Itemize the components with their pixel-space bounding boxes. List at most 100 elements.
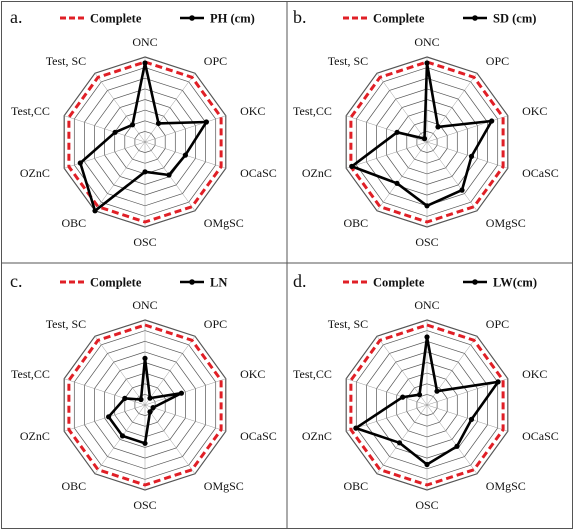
grid-spoke — [376, 73, 428, 143]
data-point — [166, 172, 172, 178]
axis-label: OMgSC — [486, 216, 526, 230]
legend: Complete LN — [60, 276, 227, 290]
grid-spoke — [426, 73, 478, 143]
data-point — [112, 129, 118, 135]
axis-label: Test, SC — [46, 54, 87, 68]
data-point — [424, 334, 430, 340]
legend-label: Complete — [90, 276, 142, 290]
data-point — [424, 60, 430, 66]
axis-label: Test, SC — [328, 54, 369, 68]
data-point — [203, 119, 209, 125]
grid-spoke — [346, 115, 428, 143]
legend-label: Complete — [373, 12, 425, 26]
data-point — [106, 414, 112, 420]
data-point — [421, 136, 428, 142]
legend-marker — [189, 15, 195, 21]
grid-spoke — [64, 115, 146, 143]
data-point — [495, 379, 501, 385]
axis-label: OCaSC — [522, 429, 559, 443]
grid-spoke — [94, 336, 146, 406]
data-point — [178, 390, 184, 396]
panel-letter: a. — [10, 7, 23, 27]
data-point — [353, 425, 359, 431]
grid-spoke — [426, 115, 508, 143]
axis-label: Test,CC — [11, 104, 50, 118]
axis-label: ONC — [414, 35, 439, 49]
data-point — [122, 395, 128, 401]
complete-series-line — [67, 323, 223, 487]
axis-label: ONC — [414, 298, 439, 312]
radar-panel-2: b. ONC OPC OKC OCaSC OMgSC OSC OBC OZnC Test,CC Te… — [293, 7, 559, 249]
axis-label: OPC — [486, 317, 509, 331]
axis-label: Test,CC — [11, 367, 50, 381]
legend-label: LN — [210, 276, 227, 290]
grid-spoke — [426, 141, 478, 211]
axis-label: OKC — [240, 104, 265, 118]
data-point — [142, 60, 148, 66]
data-point — [454, 443, 460, 449]
axis-label: OZnC — [302, 429, 332, 443]
axis-label: OSC — [133, 498, 156, 512]
radar-panel-3: c. ONC OPC OKC OCaSC OMgSC OSC OBC OZnC Test,CC Te… — [10, 271, 277, 512]
axis-label: OBC — [62, 216, 87, 230]
data-point — [459, 187, 465, 193]
data-point — [424, 461, 430, 468]
legend-marker — [189, 279, 195, 285]
grid-spoke — [64, 404, 146, 432]
axis-label: OSC — [133, 235, 156, 249]
legend-marker — [472, 15, 478, 21]
axis-label: Test, SC — [328, 317, 369, 331]
legend: Complete SD (cm) — [343, 12, 536, 26]
grid-spoke — [94, 404, 146, 474]
data-point — [434, 388, 440, 394]
legend: Complete LW(cm) — [343, 276, 537, 290]
axis-label: OCaSC — [240, 166, 277, 180]
axis-label: Test, SC — [46, 317, 87, 331]
grid-spoke — [426, 141, 508, 169]
axis-label: OZnC — [20, 429, 50, 443]
data-point — [147, 395, 153, 401]
grid-spoke — [426, 404, 478, 474]
axis-label: OKC — [522, 104, 547, 118]
axis-label: OPC — [486, 54, 509, 68]
grid-spoke — [144, 73, 196, 143]
axis-label: ONC — [132, 298, 157, 312]
axis-label: OMgSC — [486, 479, 526, 493]
axis-label: OPC — [204, 317, 227, 331]
axis-label: OKC — [522, 367, 547, 381]
data-point — [468, 416, 475, 422]
data-point — [92, 208, 98, 214]
data-point — [394, 180, 400, 186]
axis-label: ONC — [132, 35, 157, 49]
grid-spoke — [144, 378, 226, 406]
data-point — [129, 122, 136, 128]
axis-label: OBC — [344, 216, 369, 230]
axis-label: OBC — [62, 479, 87, 493]
data-point — [182, 152, 188, 158]
grid-spoke — [144, 404, 196, 474]
data-point — [394, 129, 400, 135]
data-point — [142, 169, 148, 175]
legend-marker — [472, 279, 478, 285]
grid-spoke — [426, 336, 478, 406]
legend: Complete PH (cm) — [60, 12, 255, 26]
legend-label: PH (cm) — [210, 12, 255, 26]
data-point — [468, 153, 475, 159]
axis-label: OKC — [240, 367, 265, 381]
grid-spoke — [346, 378, 428, 406]
complete-series-line — [349, 323, 505, 487]
axis-label: OBC — [344, 479, 369, 493]
axis-label: OPC — [204, 54, 227, 68]
data-point — [489, 118, 495, 124]
grid-spoke — [426, 404, 508, 432]
grid-spoke — [376, 404, 428, 474]
data-point — [138, 396, 144, 403]
grid-spoke — [94, 73, 146, 143]
axis-label: OZnC — [302, 166, 332, 180]
data-point — [396, 440, 403, 446]
panel-letter: b. — [293, 7, 307, 27]
data-point — [435, 124, 441, 130]
legend-label: LW(cm) — [493, 276, 537, 290]
